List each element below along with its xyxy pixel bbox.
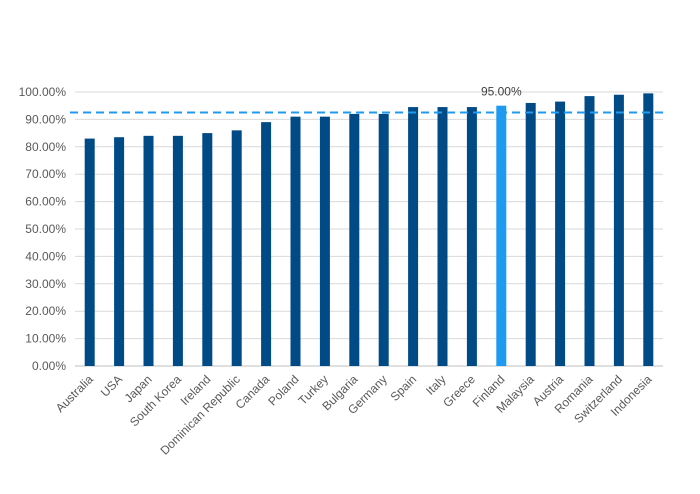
bar-turkey: [319, 116, 330, 366]
bar-usa: [114, 137, 125, 366]
bar-malaysia: [525, 102, 536, 367]
bars: [84, 93, 654, 367]
bar-bulgaria: [349, 113, 360, 366]
y-tick-label: 40.00%: [25, 249, 66, 263]
gridlines: [75, 91, 663, 367]
bar-dominican-republic: [231, 130, 242, 366]
bar-finland: [496, 105, 507, 366]
bar-ireland: [202, 133, 213, 366]
y-tick-label: 20.00%: [25, 304, 66, 318]
bar-poland: [290, 116, 301, 366]
bar-austria: [555, 101, 566, 366]
bar-romania: [584, 96, 595, 367]
bar-indonesia: [643, 93, 654, 367]
y-tick-label: 30.00%: [25, 277, 66, 291]
y-tick-label: 80.00%: [25, 140, 66, 154]
bar-canada: [261, 122, 272, 366]
y-tick-label: 60.00%: [25, 195, 66, 209]
y-tick-label: 10.00%: [25, 332, 66, 346]
x-category-label: Italy: [423, 372, 448, 397]
bar-japan: [143, 135, 154, 366]
x-category-label: Australia: [53, 372, 96, 415]
y-tick-label: 90.00%: [25, 112, 66, 126]
bar-italy: [437, 107, 448, 366]
bar-switzerland: [613, 94, 624, 367]
x-category-label: Spain: [388, 372, 420, 404]
y-tick-label: 50.00%: [25, 222, 66, 236]
bar-south-korea: [172, 135, 183, 366]
bar-germany: [378, 113, 389, 366]
y-tick-label: 70.00%: [25, 167, 66, 181]
y-tick-label: 100.00%: [19, 85, 67, 99]
bar-spain: [408, 107, 419, 366]
data-labels: 95.00%: [481, 85, 522, 99]
data-label-highlight: 95.00%: [481, 85, 522, 99]
x-category-label: Poland: [265, 372, 301, 408]
bar-greece: [466, 107, 477, 366]
y-tick-label: 0.00%: [32, 359, 66, 373]
y-axis-ticks: 0.00% 10.00% 20.00% 30.00% 40.00% 50.00% 60.00…: [19, 85, 67, 373]
bar-australia: [84, 138, 95, 366]
